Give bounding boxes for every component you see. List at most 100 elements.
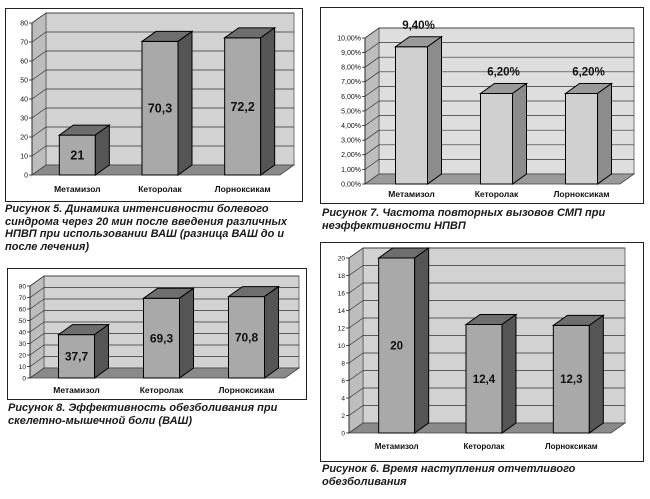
bar-side (264, 285, 279, 379)
value-label: 72,2 (230, 100, 254, 114)
y-tick-label: 6,00% (341, 94, 361, 101)
chart-frame-fig6: 0 2 4 6 8 10 12 14 16 18 20 20 Метамизол 12,4 Кеторола… (320, 242, 644, 462)
y-tick-label: 4,00% (341, 123, 361, 130)
y-tick-label: 2,00% (341, 152, 361, 159)
y-tick-label: 16 (338, 290, 346, 297)
category-label: Метамизол (388, 189, 435, 199)
gridline-side (31, 31, 47, 43)
category-label: Кеторолак (463, 442, 505, 451)
y-tick-label: 4 (341, 395, 345, 402)
bar (141, 287, 196, 379)
gridline-side (364, 115, 380, 126)
bar-side (179, 287, 194, 379)
y-tick-label: 40 (20, 96, 28, 103)
bar-side (94, 323, 109, 379)
bar (140, 30, 194, 176)
gridline-side (364, 144, 380, 156)
value-label: 20 (390, 341, 403, 353)
caption-line: Рисунок 6. Время наступления отчетливого (322, 463, 576, 475)
bar (57, 124, 111, 176)
bar-front (480, 92, 513, 185)
bar-side (427, 35, 442, 185)
y-tick-label: 20 (20, 134, 28, 141)
gridline-side (31, 69, 47, 81)
gridline-side (348, 265, 364, 276)
bar-front (465, 324, 503, 434)
y-tick-label: 8 (341, 360, 345, 367)
gridline-side (364, 56, 380, 68)
y-tick-label: 1,00% (341, 167, 361, 174)
bar (226, 285, 281, 379)
gridline-side (348, 300, 364, 311)
bar-side (512, 82, 527, 185)
gridline-side (29, 356, 45, 367)
gridline-side (364, 42, 380, 53)
category-label: Метамизол (54, 184, 101, 194)
bar-front (395, 46, 428, 185)
bar-front (141, 40, 179, 176)
y-tick-label: 0 (341, 430, 345, 437)
gridline-side (29, 287, 45, 298)
caption-fig6: Рисунок 6. Время наступления отчетливого… (322, 463, 642, 488)
category-label: Метамизол (375, 442, 419, 451)
chart-frame-fig8: 0 10 20 30 40 50 60 70 80 37,7 Метамизол 69,3 Кеторо… (7, 268, 307, 400)
gridline-side (364, 129, 380, 141)
y-tick-label: 40 (19, 329, 27, 336)
y-tick-label: 10 (19, 364, 27, 371)
gridline-side (364, 86, 380, 97)
bar-chart-fig5: 0 10 20 30 40 50 60 70 80 21 Метамизол 70,3 Кеторола… (20, 12, 296, 194)
category-label: Лорноксикам (553, 189, 609, 199)
caption-line: скелетно-мышечной боли (ВАШ) (8, 414, 192, 427)
bar-side (501, 313, 517, 434)
caption-line: синдрома через 20 мин после введения раз… (5, 215, 288, 228)
bar-side (177, 30, 193, 176)
gridline-side (31, 50, 47, 62)
value-label: 70,8 (235, 330, 259, 344)
gridline-side (348, 247, 364, 259)
bar-chart-fig7: 0,00% 1,00% 2,00% 3,00% 4,00% 5,00% 6,00% 7,00%… (337, 20, 636, 199)
bar-front (224, 37, 262, 176)
y-tick-label: 9,00% (341, 50, 361, 57)
gridline-side (29, 321, 45, 333)
bar-side (414, 247, 430, 434)
y-tick-label: 12 (338, 325, 346, 332)
y-tick-label: 60 (20, 58, 28, 65)
gridline-side (364, 71, 380, 83)
gridline-side (348, 317, 364, 329)
value-label: 12,3 (560, 374, 582, 386)
y-tick-label: 5,00% (341, 108, 361, 115)
y-tick-label: 30 (20, 115, 28, 122)
bar-front (552, 324, 590, 434)
value-label: 70,3 (148, 102, 172, 116)
gridline-side (31, 12, 47, 24)
y-tick-label: 10,00% (337, 35, 361, 42)
bar (56, 323, 111, 379)
gridline-side (348, 387, 364, 399)
caption-line: обезболивания (322, 475, 407, 488)
bar (478, 82, 529, 185)
caption-line: после лечения) (5, 240, 90, 253)
category-label: Кеторолак (140, 385, 184, 395)
value-label: 69,3 (150, 331, 174, 345)
bar-side (260, 26, 276, 176)
category-label: Метамизол (53, 385, 100, 395)
category-label: Лорноксикам (545, 442, 598, 451)
y-tick-label: 10 (338, 343, 346, 350)
value-label: 37,7 (65, 350, 89, 364)
y-tick-label: 10 (20, 153, 28, 160)
value-label: 12,4 (473, 374, 496, 386)
bar-front (58, 334, 95, 379)
y-tick-label: 20 (19, 352, 27, 359)
gridline-side (29, 310, 45, 321)
chart-frame-fig5: 0 10 20 30 40 50 60 70 80 21 Метамизол 70,3 Кеторола… (5, 8, 303, 202)
value-label: 6,20% (572, 66, 605, 78)
bar-side (588, 314, 604, 434)
gridline-side (348, 405, 364, 416)
bar-chart-fig6: 0 2 4 6 8 10 12 14 16 18 20 20 Метамизол 12,4 Кеторола… (338, 247, 627, 451)
bar-side (597, 82, 612, 185)
y-tick-label: 7,00% (341, 79, 361, 86)
y-tick-label: 14 (338, 308, 346, 315)
gridline-side (31, 145, 47, 157)
y-tick-label: 6 (341, 378, 345, 385)
value-label: 9,40% (402, 20, 435, 32)
